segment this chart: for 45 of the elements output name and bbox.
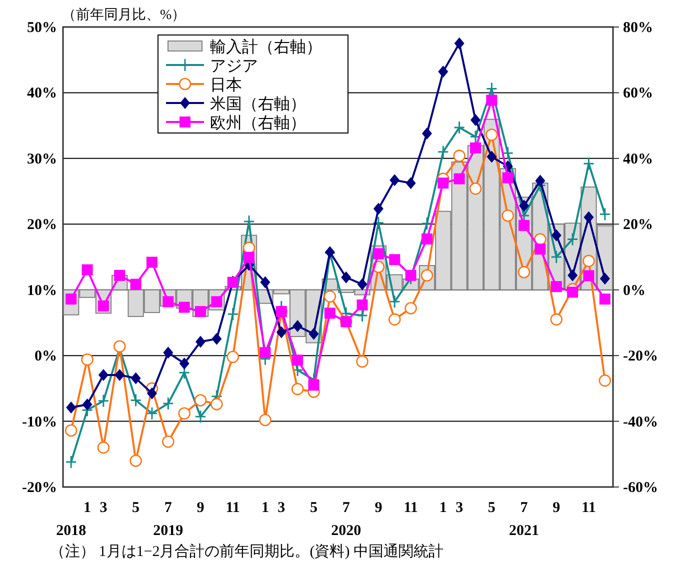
y2-tick-label: 40% bbox=[623, 151, 653, 168]
y2-tick-label: 20% bbox=[623, 217, 653, 234]
y2-tick-label: 0% bbox=[623, 282, 646, 299]
y-tick-label: 20% bbox=[27, 217, 57, 234]
x-tick-label: 5 bbox=[310, 500, 318, 516]
y-tick-label: -10% bbox=[22, 414, 57, 430]
text: （注） 1月は1−2月合計の前年同期比。(資料) 中国通関統計 bbox=[50, 543, 444, 560]
x-tick-label: 1 bbox=[84, 500, 92, 516]
x-tick-label: 11 bbox=[582, 500, 596, 516]
x-tick-label: 7 bbox=[520, 500, 528, 516]
text: 2019 bbox=[153, 523, 184, 539]
y-tick-label: -20% bbox=[22, 480, 57, 496]
x-tick-label: 1 bbox=[439, 500, 447, 516]
x-tick-label: 7 bbox=[342, 500, 350, 516]
y-tick-label: 40% bbox=[27, 86, 57, 102]
x-tick-label: 9 bbox=[374, 500, 382, 516]
x-tick-label: 5 bbox=[488, 500, 496, 516]
x-tick-label: 3 bbox=[456, 500, 464, 516]
x-tick-label: 9 bbox=[196, 500, 204, 516]
x-tick-label: 9 bbox=[552, 500, 560, 516]
y2-tick-label: -60% bbox=[623, 480, 658, 496]
legend-label: 日本 bbox=[210, 76, 242, 94]
x-tick-label: 3 bbox=[100, 500, 108, 516]
y-tick-label: 30% bbox=[27, 151, 57, 168]
y2-tick-label: -40% bbox=[623, 414, 658, 430]
y2-tick-label: -20% bbox=[623, 348, 658, 365]
y-tick-label: 50% bbox=[27, 20, 57, 36]
legend-label: 米国（右軸） bbox=[210, 95, 306, 113]
legend-label: 輸入計（右軸） bbox=[210, 38, 322, 56]
x-tick-label: 11 bbox=[226, 500, 240, 516]
legend-label: 欧州（右軸） bbox=[210, 114, 306, 132]
x-tick-label: 11 bbox=[404, 500, 418, 516]
y-tick-label: 10% bbox=[27, 282, 57, 299]
text: 2021 bbox=[509, 523, 540, 539]
legend-label: アジア bbox=[210, 58, 258, 75]
x-tick-label: 7 bbox=[164, 500, 172, 516]
y-axis-title: （前年同月比、%） bbox=[62, 7, 186, 23]
y-tick-label: 0% bbox=[34, 348, 57, 365]
x-tick-label: 5 bbox=[132, 500, 140, 516]
text: 2020 bbox=[331, 523, 362, 539]
y2-tick-label: 60% bbox=[623, 86, 653, 102]
x-tick-label: 3 bbox=[278, 500, 286, 516]
y2-tick-label: 80% bbox=[623, 20, 653, 36]
text: 2018 bbox=[56, 523, 86, 539]
x-tick-label: 1 bbox=[261, 500, 269, 516]
